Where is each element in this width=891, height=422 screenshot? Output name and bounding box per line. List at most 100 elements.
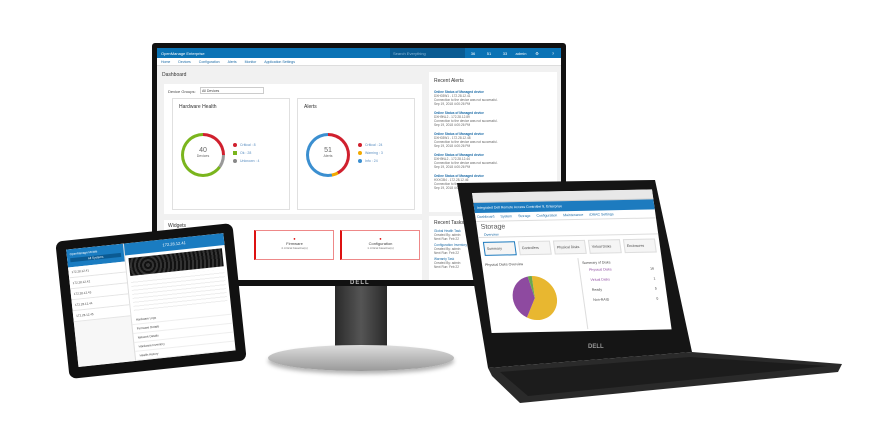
pie-slice[interactable] (521, 276, 560, 321)
alert-device: HXXGB4 - 172.28.12.46 (434, 178, 469, 182)
nav-item[interactable]: Dashboard (477, 214, 495, 219)
task-name: Global Health Task (434, 229, 461, 233)
summary-value: 5 (654, 286, 658, 291)
widget-sub: 4 critical baseline(s) (281, 246, 308, 250)
summary-row: Non-RAID 0 (587, 293, 665, 305)
device-unit: Devices (196, 154, 210, 158)
summary-value: 16 (649, 266, 655, 271)
alert-device: DXH9NL2 - 172.28.12.89 (434, 115, 470, 119)
alert-msg: Connection to the device was not success… (434, 119, 498, 123)
alert-device: DXH03W1 - 172.28.12.41 (434, 94, 471, 98)
widget-title: Firmware (286, 241, 303, 246)
nav-devices[interactable]: Devices (178, 59, 191, 64)
devices-icon[interactable]: 33 (502, 50, 508, 56)
alerts-card: Alerts 51 Alerts Critical : 24 Warning : … (297, 98, 415, 210)
summary-label: Non-RAID (592, 297, 610, 302)
legend-critical[interactable]: Critical : 8 (233, 141, 259, 149)
device-count: 40 (199, 147, 207, 154)
alert-time: Sep 19, 2018 4:00:26 PM (434, 102, 471, 106)
summary-value: 0 (656, 296, 659, 301)
task-name: Configuration Inventory (434, 243, 467, 247)
task-by: Created By: admin (434, 233, 461, 237)
nav-item[interactable]: iDRAC Settings (589, 212, 614, 217)
alerts-legend: Critical : 24 Warning : 3 Info : 24 (358, 141, 383, 165)
widgets-title: Widgets (168, 223, 187, 229)
storage-card[interactable]: Enclosures (622, 238, 657, 254)
legend-ok[interactable]: Ok : 28 (233, 149, 259, 157)
task-item[interactable]: Configuration Inventory Created By: admin… (434, 243, 552, 255)
alert-time: Sep 19, 2018 4:00:26 PM (434, 144, 471, 148)
nav-application-settings[interactable]: Application Settings (264, 59, 295, 64)
storage-card[interactable]: Summary (482, 241, 517, 256)
alert-item[interactable]: Online Status of Managed device DXH9NL2 -… (434, 111, 552, 127)
task-by: Created By: admin (434, 261, 461, 265)
alert-item[interactable]: Online Status of Managed device DXH03W1 -… (434, 132, 552, 148)
alert-time: Sep 19, 2018 4:00:26 PM (434, 123, 471, 127)
monitor-stand-base (268, 345, 454, 371)
storage-card[interactable]: Physical Disks (552, 239, 587, 255)
nav-item[interactable]: Maintenance (562, 212, 584, 218)
physical-disks-overview: Physical Disks Overview (481, 258, 587, 331)
firmware-widget[interactable]: ● Firmware 4 critical baseline(s) (254, 230, 334, 260)
alert-item[interactable]: Online Status of Managed device DXH9NL2 -… (434, 153, 552, 169)
task-item[interactable]: Global Health Task Created By: admin Next … (434, 229, 552, 241)
hardware-health-donut[interactable]: 40 Devices (181, 133, 225, 177)
user-icon[interactable]: admin (515, 50, 527, 56)
device-groups-select[interactable]: All Devices (200, 87, 264, 94)
summary-label[interactable]: Virtual Disks (590, 277, 611, 282)
alert-title[interactable]: Online Status of Managed device (434, 132, 484, 136)
app-header: OpenManage Enterprise Search Everything … (157, 48, 561, 58)
jobs-icon[interactable]: 36 (470, 50, 476, 56)
storage-card[interactable]: Virtual Disks (587, 239, 622, 254)
alert-item[interactable]: Online Status of Managed device DXH03W1 -… (434, 90, 552, 106)
summary-label[interactable]: Physical Disks (588, 267, 612, 272)
help-icon[interactable]: ? (551, 50, 555, 56)
alert-title[interactable]: Online Status of Managed device (434, 174, 484, 178)
alert-title[interactable]: Online Status of Managed device (434, 111, 484, 115)
card-title: Alerts (304, 104, 317, 110)
nav-item[interactable]: Configuration (536, 213, 558, 218)
page-title: Dashboard (162, 72, 187, 78)
widget-title: Configuration (368, 241, 393, 246)
hardware-health-legend: Critical : 8 Ok : 28 Unknown : 4 (233, 141, 259, 165)
summary-of-disks: Summary of Disks Physical Disks 16 Virtual… (577, 256, 672, 330)
alert-time: Sep 19, 2018 4:00:26 PM (434, 165, 471, 169)
legend-unknown[interactable]: Unknown : 4 (233, 157, 259, 165)
nav-configuration[interactable]: Configuration (198, 59, 220, 64)
configuration-widget[interactable]: ● Configuration 1 critical baseline(s) (340, 230, 420, 260)
card-title: Hardware Health (179, 104, 217, 110)
laptop-screen: Integrated Dell Remote Access Controller… (472, 189, 672, 333)
summary-label: Ready (591, 287, 603, 292)
alert-title[interactable]: Online Status of Managed device (434, 153, 484, 157)
pie-slice[interactable] (510, 276, 538, 318)
disk-pie-chart (510, 276, 560, 321)
task-item[interactable]: Warranty Task Created By: admin Next Run: … (434, 257, 552, 269)
task-next: Next Run: Feb 22 (434, 237, 459, 241)
alerts-donut[interactable]: 51 Alerts (306, 133, 350, 177)
gear-icon[interactable]: ⚙ (535, 50, 539, 56)
nav-item[interactable]: Storage (517, 213, 531, 219)
nav-monitor[interactable]: Monitor (244, 59, 257, 64)
legend-critical[interactable]: Critical : 24 (358, 141, 383, 149)
nav-home[interactable]: Home (161, 59, 171, 64)
legend-warning[interactable]: Warning : 3 (358, 149, 383, 157)
task-name: Warranty Task (434, 257, 455, 261)
flag-icon[interactable]: 51 (486, 50, 492, 56)
alert-msg: Connection to the device was not success… (434, 161, 498, 165)
recent-alerts-title: Recent Alerts (434, 78, 464, 84)
search-input[interactable]: Search Everything (390, 48, 465, 58)
main-nav: Home Devices Configuration Alerts Monito… (157, 58, 561, 66)
hardware-health-card: Hardware Health 40 Devices Critical : 8 O… (172, 98, 290, 210)
pie-slice[interactable] (527, 276, 535, 299)
laptop-keyboard-deck (500, 357, 828, 396)
legend-info[interactable]: Info : 24 (358, 157, 383, 165)
nav-item[interactable]: System (500, 214, 513, 219)
alert-count: 51 (324, 147, 332, 154)
nav-alerts[interactable]: Alerts (227, 59, 237, 64)
storage-card[interactable]: Controllers (517, 240, 552, 256)
alert-device: DXH03W1 - 172.28.12.48 (434, 136, 471, 140)
recent-tasks-title: Recent Tasks (434, 220, 464, 226)
alert-device: DXH9NL2 - 172.28.12.44 (434, 157, 470, 161)
alert-title[interactable]: Online Status of Managed device (434, 90, 484, 94)
